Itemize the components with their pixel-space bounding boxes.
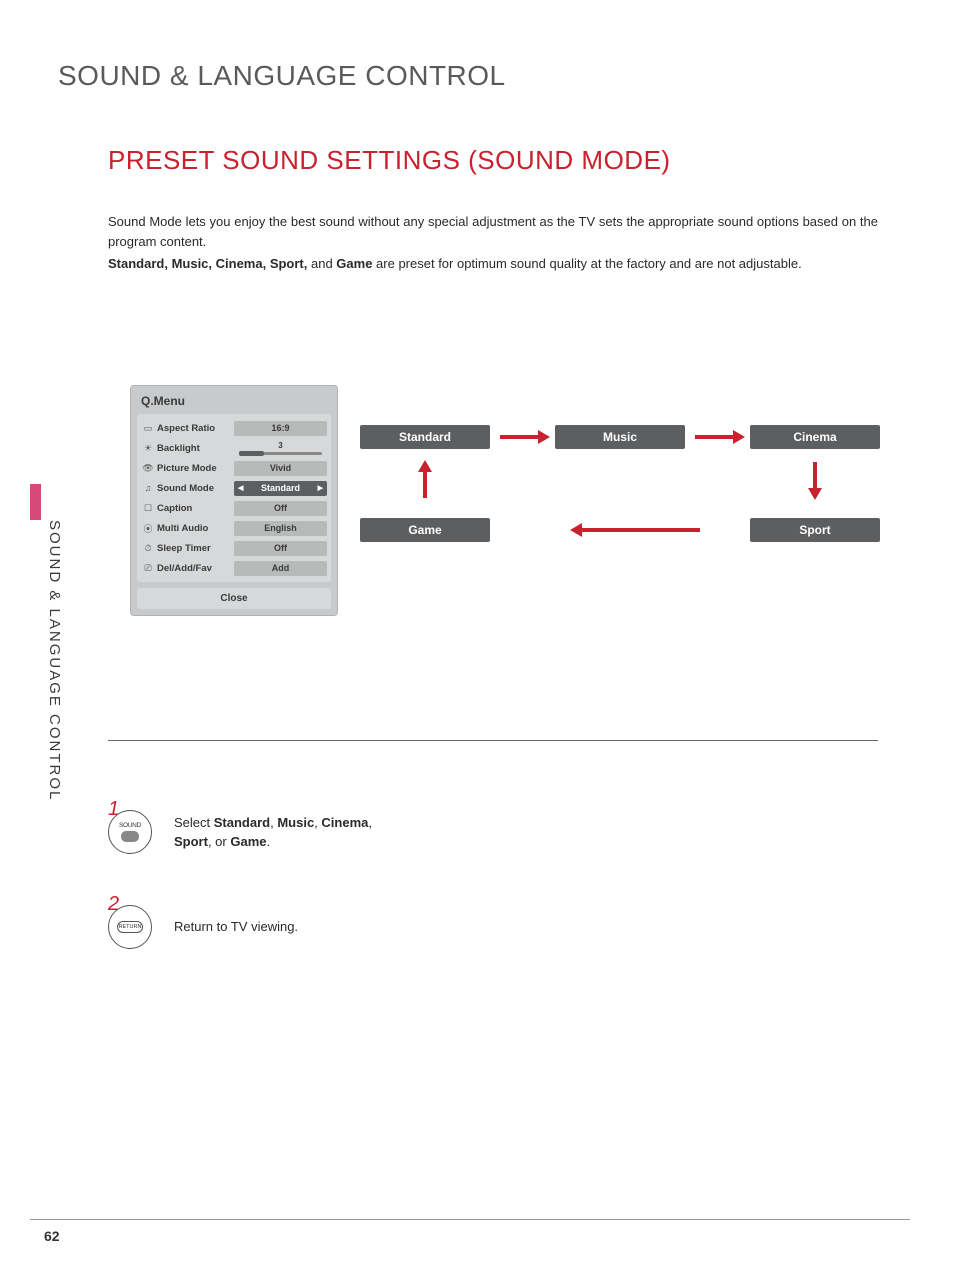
caption-icon: ☐: [141, 503, 155, 514]
mode-standard: Standard: [360, 425, 490, 449]
step-number: 1: [108, 798, 119, 821]
button-label: SOUND: [119, 822, 141, 829]
intro-p2: Standard, Music, Cinema, Sport, and Game…: [108, 254, 878, 274]
qmenu-row-aspect-ratio[interactable]: ▭ Aspect Ratio 16:9: [141, 418, 327, 438]
button-label: RETURN: [117, 921, 143, 933]
qmenu-label: Sleep Timer: [155, 543, 230, 554]
qmenu-row-picture-mode[interactable]: 👁 Picture Mode Vivid: [141, 458, 327, 478]
section-title: PRESET SOUND SETTINGS (SOUND MODE): [108, 145, 671, 176]
mode-cinema: Cinema: [750, 425, 880, 449]
qmenu-row-multi-audio[interactable]: ⦿ Multi Audio English: [141, 518, 327, 538]
multi-audio-icon: ⦿: [141, 522, 155, 535]
step-text: Select Standard, Music, Cinema, Sport, o…: [174, 813, 372, 852]
step-1: 1 SOUND Select Standard, Music, Cinema, …: [108, 810, 372, 854]
sound-mode-icon: ♫: [141, 483, 155, 493]
page-title: SOUND & LANGUAGE CONTROL: [58, 60, 506, 92]
step-text: Return to TV viewing.: [174, 917, 298, 937]
qmenu-value: English: [234, 521, 327, 536]
sidebar-section-label: SOUND & LANGUAGE CONTROL: [46, 520, 63, 801]
picture-mode-icon: 👁: [141, 463, 155, 474]
backlight-icon: ☀: [141, 443, 155, 454]
qmenu-value: 16:9: [234, 421, 327, 436]
qmenu-row-backlight[interactable]: ☀ Backlight 3: [141, 438, 327, 458]
qmenu-title: Q.Menu: [137, 392, 331, 414]
qmenu-row-sound-mode[interactable]: ♫ Sound Mode Standard: [141, 478, 327, 498]
footer-divider: [30, 1219, 910, 1220]
intro-text: Sound Mode lets you enjoy the best sound…: [108, 212, 878, 274]
button-key-icon: [121, 831, 139, 842]
mode-music: Music: [555, 425, 685, 449]
sleep-timer-icon: ⏱: [141, 543, 155, 554]
qmenu-value-active: Standard: [234, 481, 327, 496]
qmenu-row-caption[interactable]: ☐ Caption Off: [141, 498, 327, 518]
qmenu-row-del-add-fav[interactable]: ⎚ Del/Add/Fav Add: [141, 558, 327, 578]
qmenu-value: Off: [234, 541, 327, 556]
qmenu-label: Sound Mode: [155, 483, 230, 494]
arrow-up-icon: [423, 470, 427, 498]
qmenu-label: Del/Add/Fav: [155, 563, 230, 574]
divider: [108, 740, 878, 741]
aspect-ratio-icon: ▭: [141, 423, 155, 434]
page-number: 62: [44, 1228, 60, 1244]
qmenu-list: ▭ Aspect Ratio 16:9 ☀ Backlight 3 👁 Pict…: [137, 414, 331, 582]
arrow-left-icon: [580, 528, 700, 532]
arrow-right-icon: [695, 435, 735, 439]
arrow-right-icon: [500, 435, 540, 439]
intro-p1: Sound Mode lets you enjoy the best sound…: [108, 212, 878, 252]
sound-mode-cycle: Standard Music Cinema Sport Game: [360, 420, 880, 560]
qmenu-label: Backlight: [155, 443, 230, 454]
intro-bold-game: Game: [336, 256, 372, 271]
intro-bold-modes: Standard, Music, Cinema, Sport,: [108, 256, 307, 271]
qmenu-label: Aspect Ratio: [155, 423, 230, 434]
arrow-down-icon: [813, 462, 817, 490]
mode-sport: Sport: [750, 518, 880, 542]
qmenu-label: Caption: [155, 503, 230, 514]
qmenu-value: Off: [234, 501, 327, 516]
qmenu-label: Multi Audio: [155, 523, 230, 534]
step-number: 2: [108, 893, 119, 916]
qmenu-value: Vivid: [234, 461, 327, 476]
qmenu-close-button[interactable]: Close: [137, 588, 331, 609]
qmenu-slider: 3: [234, 441, 327, 456]
step-2: 2 RETURN Return to TV viewing.: [108, 905, 298, 949]
section-tab: [30, 484, 41, 520]
fav-icon: ⎚: [141, 563, 155, 574]
mode-game: Game: [360, 518, 490, 542]
qmenu-label: Picture Mode: [155, 463, 230, 474]
qmenu-value: Add: [234, 561, 327, 576]
qmenu-panel: Q.Menu ▭ Aspect Ratio 16:9 ☀ Backlight 3…: [130, 385, 338, 616]
qmenu-row-sleep-timer[interactable]: ⏱ Sleep Timer Off: [141, 538, 327, 558]
